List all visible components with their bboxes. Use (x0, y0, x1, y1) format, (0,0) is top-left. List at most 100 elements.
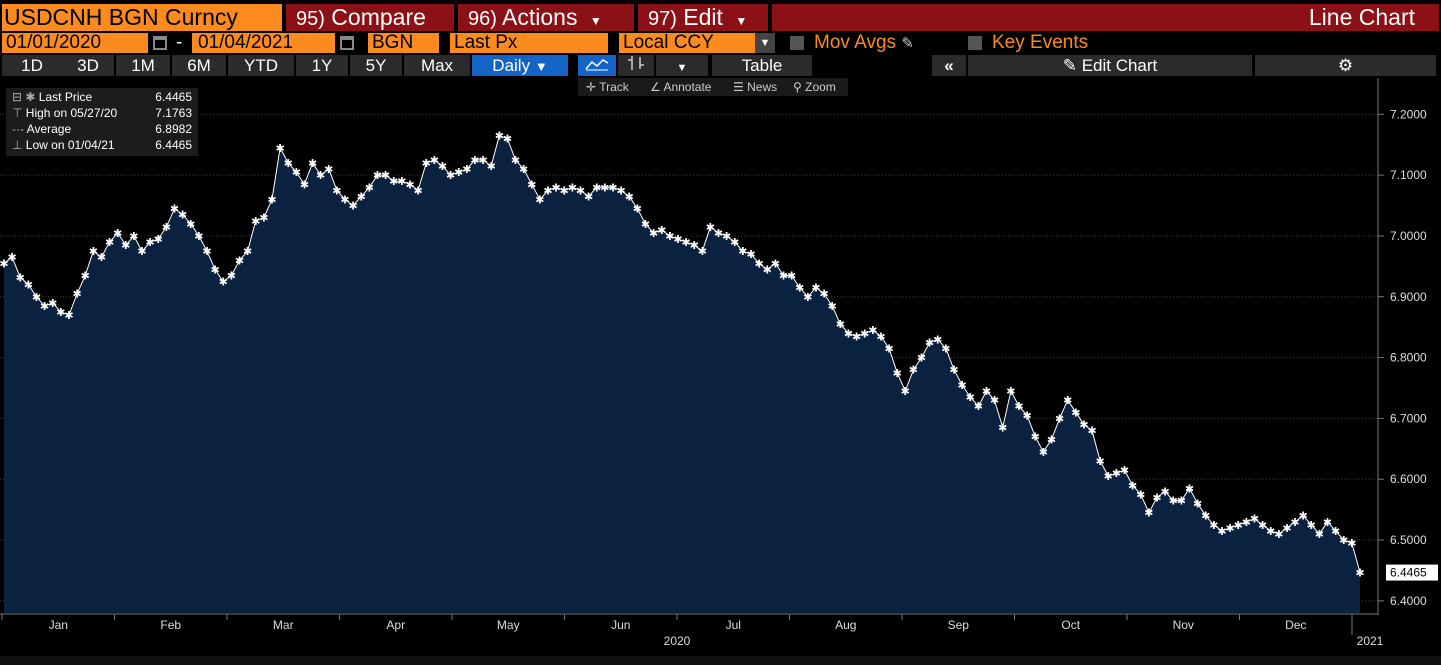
price-point: ✱ (1307, 519, 1316, 532)
x-tick-label: Apr (386, 618, 405, 632)
price-point: ✱ (121, 239, 130, 252)
period-1m[interactable]: 1M (116, 55, 170, 76)
bar-chart-button[interactable] (618, 55, 654, 76)
price-point: ✱ (1177, 494, 1186, 507)
price-point: ✱ (1031, 431, 1040, 444)
x-axis: Jan Feb Mar Apr May Jun Jul Aug Sep Oct Nov Dec 2020… (0, 613, 1384, 648)
price-point: ✱ (917, 352, 926, 365)
price-point: ✱ (1039, 446, 1048, 459)
period-3d[interactable]: 3D (62, 55, 114, 76)
price-point: ✱ (97, 251, 106, 264)
track-label: Track (599, 80, 629, 94)
period-5y[interactable]: 5Y (350, 55, 402, 76)
y-tick-label: 6.9000 (1390, 290, 1427, 304)
price-point: ✱ (625, 190, 634, 203)
price-point: ✱ (1063, 394, 1072, 407)
annotate-tool[interactable]: ∠ Annotate (650, 78, 711, 96)
price-point: ✱ (40, 300, 49, 313)
start-date-field[interactable]: 01/01/2020 (2, 33, 148, 53)
price-point: ✱ (1355, 567, 1364, 580)
price-point: ✱ (527, 178, 536, 191)
price-point: ✱ (958, 379, 967, 392)
zoom-tool[interactable]: ⚲ Zoom (793, 78, 836, 96)
settings-button[interactable]: ⚙ (1255, 55, 1436, 76)
price-point: ✱ (64, 309, 73, 322)
actions-dropdown-icon: ▼ (589, 14, 602, 28)
price-point: ✱ (275, 142, 284, 155)
price-point: ✱ (673, 233, 682, 246)
price-field-select[interactable]: Last Px (450, 33, 608, 53)
price-point: ✱ (755, 257, 764, 270)
price-point: ✱ (1161, 485, 1170, 498)
price-point: ✱ (949, 364, 958, 377)
price-point: ✱ (1136, 488, 1145, 501)
collapse-button[interactable]: « (932, 55, 966, 76)
period-ytd[interactable]: YTD (228, 55, 294, 76)
price-chart[interactable]: ✱✱✱✱✱✱✱✱✱✱✱✱✱✱✱✱✱✱✱✱✱✱✱✱✱✱✱✱✱✱✱✱✱✱✱✱✱✱✱✱… (0, 78, 1441, 665)
news-label: News (747, 80, 778, 94)
x-tick-label: Mar (273, 618, 294, 632)
x-tick-label: Jun (611, 618, 630, 632)
price-point: ✱ (828, 300, 837, 313)
mov-avgs-toggle[interactable]: Mov Avgs ✎ (790, 33, 960, 53)
track-tool[interactable]: ✛ Track (586, 78, 629, 96)
actions-button[interactable]: 96) Actions ▼ (458, 4, 634, 31)
frequency-select[interactable]: Daily ▼ (472, 55, 568, 76)
pencil-icon[interactable]: ✎ (901, 35, 914, 52)
price-point: ✱ (519, 163, 528, 176)
price-point: ✱ (714, 227, 723, 240)
price-point: ✱ (292, 166, 301, 179)
price-point: ✱ (397, 175, 406, 188)
price-point: ✱ (478, 154, 487, 167)
price-point: ✱ (649, 227, 658, 240)
price-point: ✱ (267, 193, 276, 206)
price-point: ✱ (1323, 516, 1332, 529)
price-point: ✱ (738, 245, 747, 258)
price-point: ✱ (373, 169, 382, 182)
table-button[interactable]: Table (712, 55, 812, 76)
end-date-field[interactable]: 01/04/2021 (192, 33, 335, 53)
mov-avgs-checkbox[interactable] (790, 35, 804, 50)
key-events-toggle[interactable]: Key Events (968, 33, 1148, 53)
price-point: ✱ (836, 318, 845, 331)
price-point: ✱ (422, 157, 431, 170)
price-point: ✱ (1242, 516, 1251, 529)
source-field[interactable]: BGN (368, 33, 439, 53)
price-markers: ✱✱✱✱✱✱✱✱✱✱✱✱✱✱✱✱✱✱✱✱✱✱✱✱✱✱✱✱✱✱✱✱✱✱✱✱✱✱✱✱… (0, 130, 1365, 580)
price-point: ✱ (284, 157, 293, 170)
key-events-checkbox[interactable] (968, 35, 982, 50)
price-point: ✱ (771, 257, 780, 270)
legend-label: High on 05/27/20 (25, 106, 118, 120)
currency-dropdown-icon[interactable]: ▼ (755, 33, 775, 53)
price-point: ✱ (487, 160, 496, 173)
ticker-field[interactable]: USDCNH BGN Curncy (2, 4, 282, 31)
period-1d[interactable]: 1D (2, 55, 62, 76)
price-point: ✱ (706, 221, 715, 234)
price-point: ✱ (1225, 522, 1234, 535)
price-point: ✱ (1128, 479, 1137, 492)
currency-select[interactable]: Local CCY (619, 33, 755, 53)
news-tool[interactable]: ☰ News (733, 78, 777, 96)
price-point: ✱ (178, 209, 187, 222)
price-point: ✱ (868, 324, 877, 337)
start-calendar-icon[interactable] (153, 36, 167, 50)
price-point: ✱ (819, 288, 828, 301)
period-6m[interactable]: 6M (172, 55, 226, 76)
chart-type-dropdown[interactable]: ▼ (656, 55, 708, 76)
edit-chart-label: Edit Chart (1081, 56, 1158, 75)
header-bar (0, 0, 1441, 4)
edit-chart-button[interactable]: ✎ Edit Chart (968, 55, 1252, 76)
period-1y[interactable]: 1Y (296, 55, 348, 76)
price-point: ✱ (446, 169, 455, 182)
period-max[interactable]: Max (404, 55, 470, 76)
legend-last-icon: ⊟ ✱ (12, 90, 36, 104)
compare-button[interactable]: 95) Compare (286, 4, 454, 31)
end-calendar-icon[interactable] (340, 36, 354, 50)
edit-button[interactable]: 97) Edit ▼ (638, 4, 768, 31)
price-point: ✱ (1290, 516, 1299, 529)
price-point: ✱ (227, 269, 236, 282)
price-point: ✱ (365, 181, 374, 194)
price-point: ✱ (495, 130, 504, 143)
line-chart-button[interactable] (578, 55, 616, 76)
price-point: ✱ (1079, 418, 1088, 431)
